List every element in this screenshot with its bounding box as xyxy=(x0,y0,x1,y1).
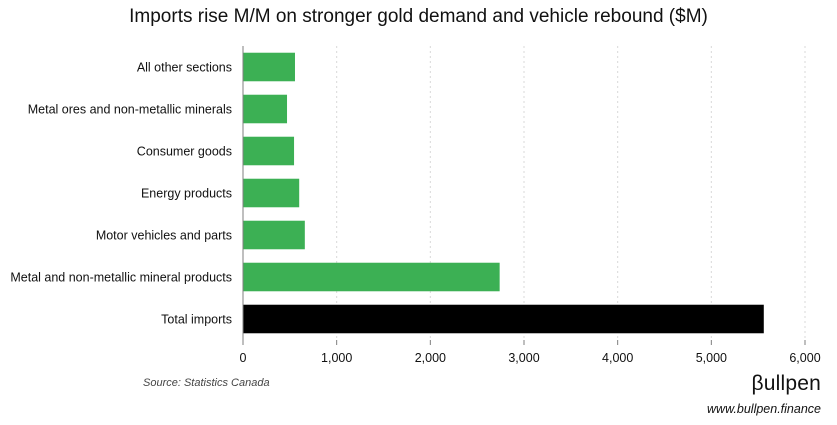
gridlines xyxy=(336,46,806,340)
labels: All other sections Metal ores and non-met… xyxy=(10,61,820,366)
x-tick-label: 4,000 xyxy=(602,351,633,365)
category-label: Motor vehicles and parts xyxy=(96,229,232,243)
bar-6 xyxy=(243,262,500,292)
category-label: Metal and non-metallic mineral products xyxy=(10,271,232,285)
bar-1 xyxy=(243,52,295,82)
bullpen-logo: βullpen xyxy=(751,372,821,395)
bars xyxy=(243,52,764,334)
source-note: Source: Statistics Canada xyxy=(143,377,270,389)
category-label: All other sections xyxy=(137,61,232,75)
bar-4 xyxy=(243,178,300,208)
axes xyxy=(242,46,806,345)
bar-3 xyxy=(243,136,295,166)
category-label: Energy products xyxy=(141,187,232,201)
category-label: Metal ores and non-metallic minerals xyxy=(28,103,232,117)
x-tick-label: 5,000 xyxy=(696,351,727,365)
x-tick-label: 3,000 xyxy=(508,351,539,365)
category-label: Total imports xyxy=(161,313,232,327)
x-tick-label: 1,000 xyxy=(321,351,352,365)
bar-7 xyxy=(243,304,764,334)
x-tick-label: 0 xyxy=(240,351,247,365)
x-tick-label: 6,000 xyxy=(789,351,820,365)
x-tick-label: 2,000 xyxy=(415,351,446,365)
brand-url: www.bullpen.finance xyxy=(707,402,821,416)
chart-title: Imports rise M/M on stronger gold demand… xyxy=(129,6,708,27)
category-label: Consumer goods xyxy=(137,145,232,159)
bar-2 xyxy=(243,94,288,124)
bar-5 xyxy=(243,220,305,250)
